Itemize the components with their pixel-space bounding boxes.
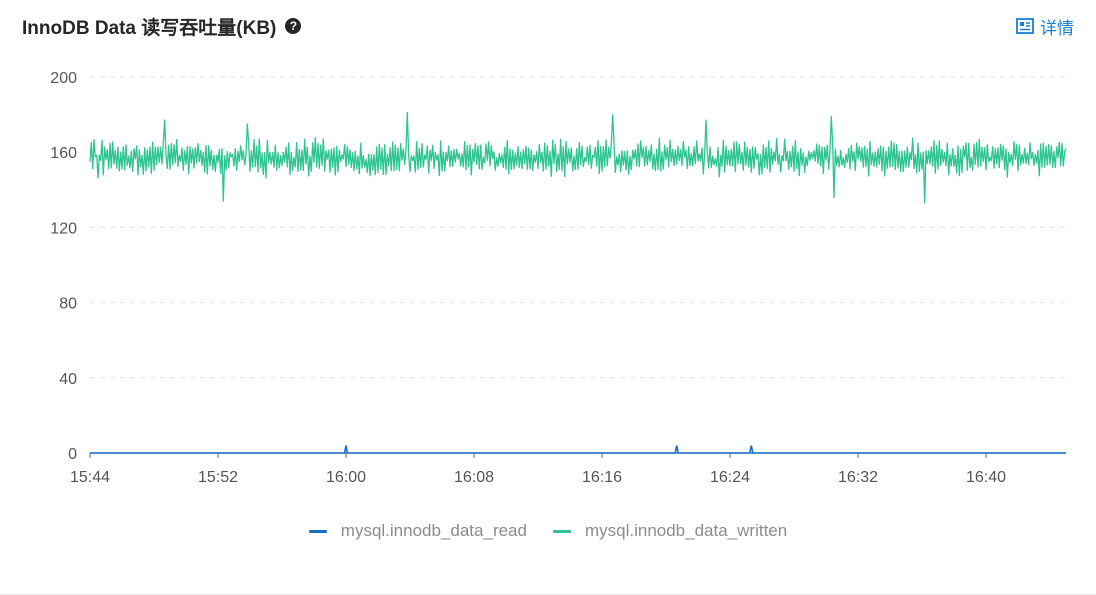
x-tick-label: 16:32 [838, 469, 878, 486]
legend-item-read[interactable]: mysql.innodb_data_read [308, 521, 527, 541]
x-tick-label: 16:16 [582, 469, 622, 486]
x-tick-label: 15:52 [198, 469, 238, 486]
chart-legend: mysql.innodb_data_read mysql.innodb_data… [0, 519, 1096, 543]
series-line-written [89, 112, 1067, 204]
y-tick-label: 120 [50, 220, 77, 237]
y-tick-label: 200 [50, 70, 77, 87]
legend-swatch-written [552, 529, 571, 533]
x-tick-label: 15:44 [70, 469, 110, 486]
grid-lines [90, 76, 1066, 379]
details-button[interactable]: 详情 [1016, 12, 1074, 40]
throughput-line-chart: 0 40 80 120 160 200 15:44 15:52 16:00 16:08 16:16… [50, 70, 1067, 486]
x-axis: 15:44 15:52 16:00 16:08 16:16 16:24 16:32 16:40 [70, 452, 1066, 486]
series-line-read [90, 445, 1066, 454]
series-lines [89, 112, 1067, 454]
x-tick-label: 16:00 [326, 469, 366, 486]
chart-title: InnoDB Data 读写吞吐量(KB) [22, 17, 277, 39]
details-label: 详情 [1040, 18, 1074, 38]
y-tick-label: 0 [68, 446, 77, 463]
y-axis-ticks: 0 40 80 120 160 200 [50, 70, 77, 463]
y-tick-label: 160 [50, 145, 77, 162]
chart-header: InnoDB Data 读写吞吐量(KB) ? 详情 [22, 12, 1074, 40]
y-tick-label: 40 [59, 371, 77, 388]
x-tick-label: 16:24 [710, 469, 750, 486]
legend-label-written: mysql.innodb_data_written [584, 521, 788, 540]
x-tick-label: 16:40 [966, 469, 1006, 486]
y-tick-label: 80 [59, 296, 77, 313]
question-circle-icon[interactable]: ? [285, 18, 302, 34]
legend-item-written[interactable]: mysql.innodb_data_written [552, 521, 788, 541]
legend-swatch-read [308, 529, 327, 533]
legend-label-read: mysql.innodb_data_read [340, 521, 527, 540]
x-tick-label: 16:08 [454, 469, 494, 486]
details-panel-icon [1016, 18, 1034, 34]
